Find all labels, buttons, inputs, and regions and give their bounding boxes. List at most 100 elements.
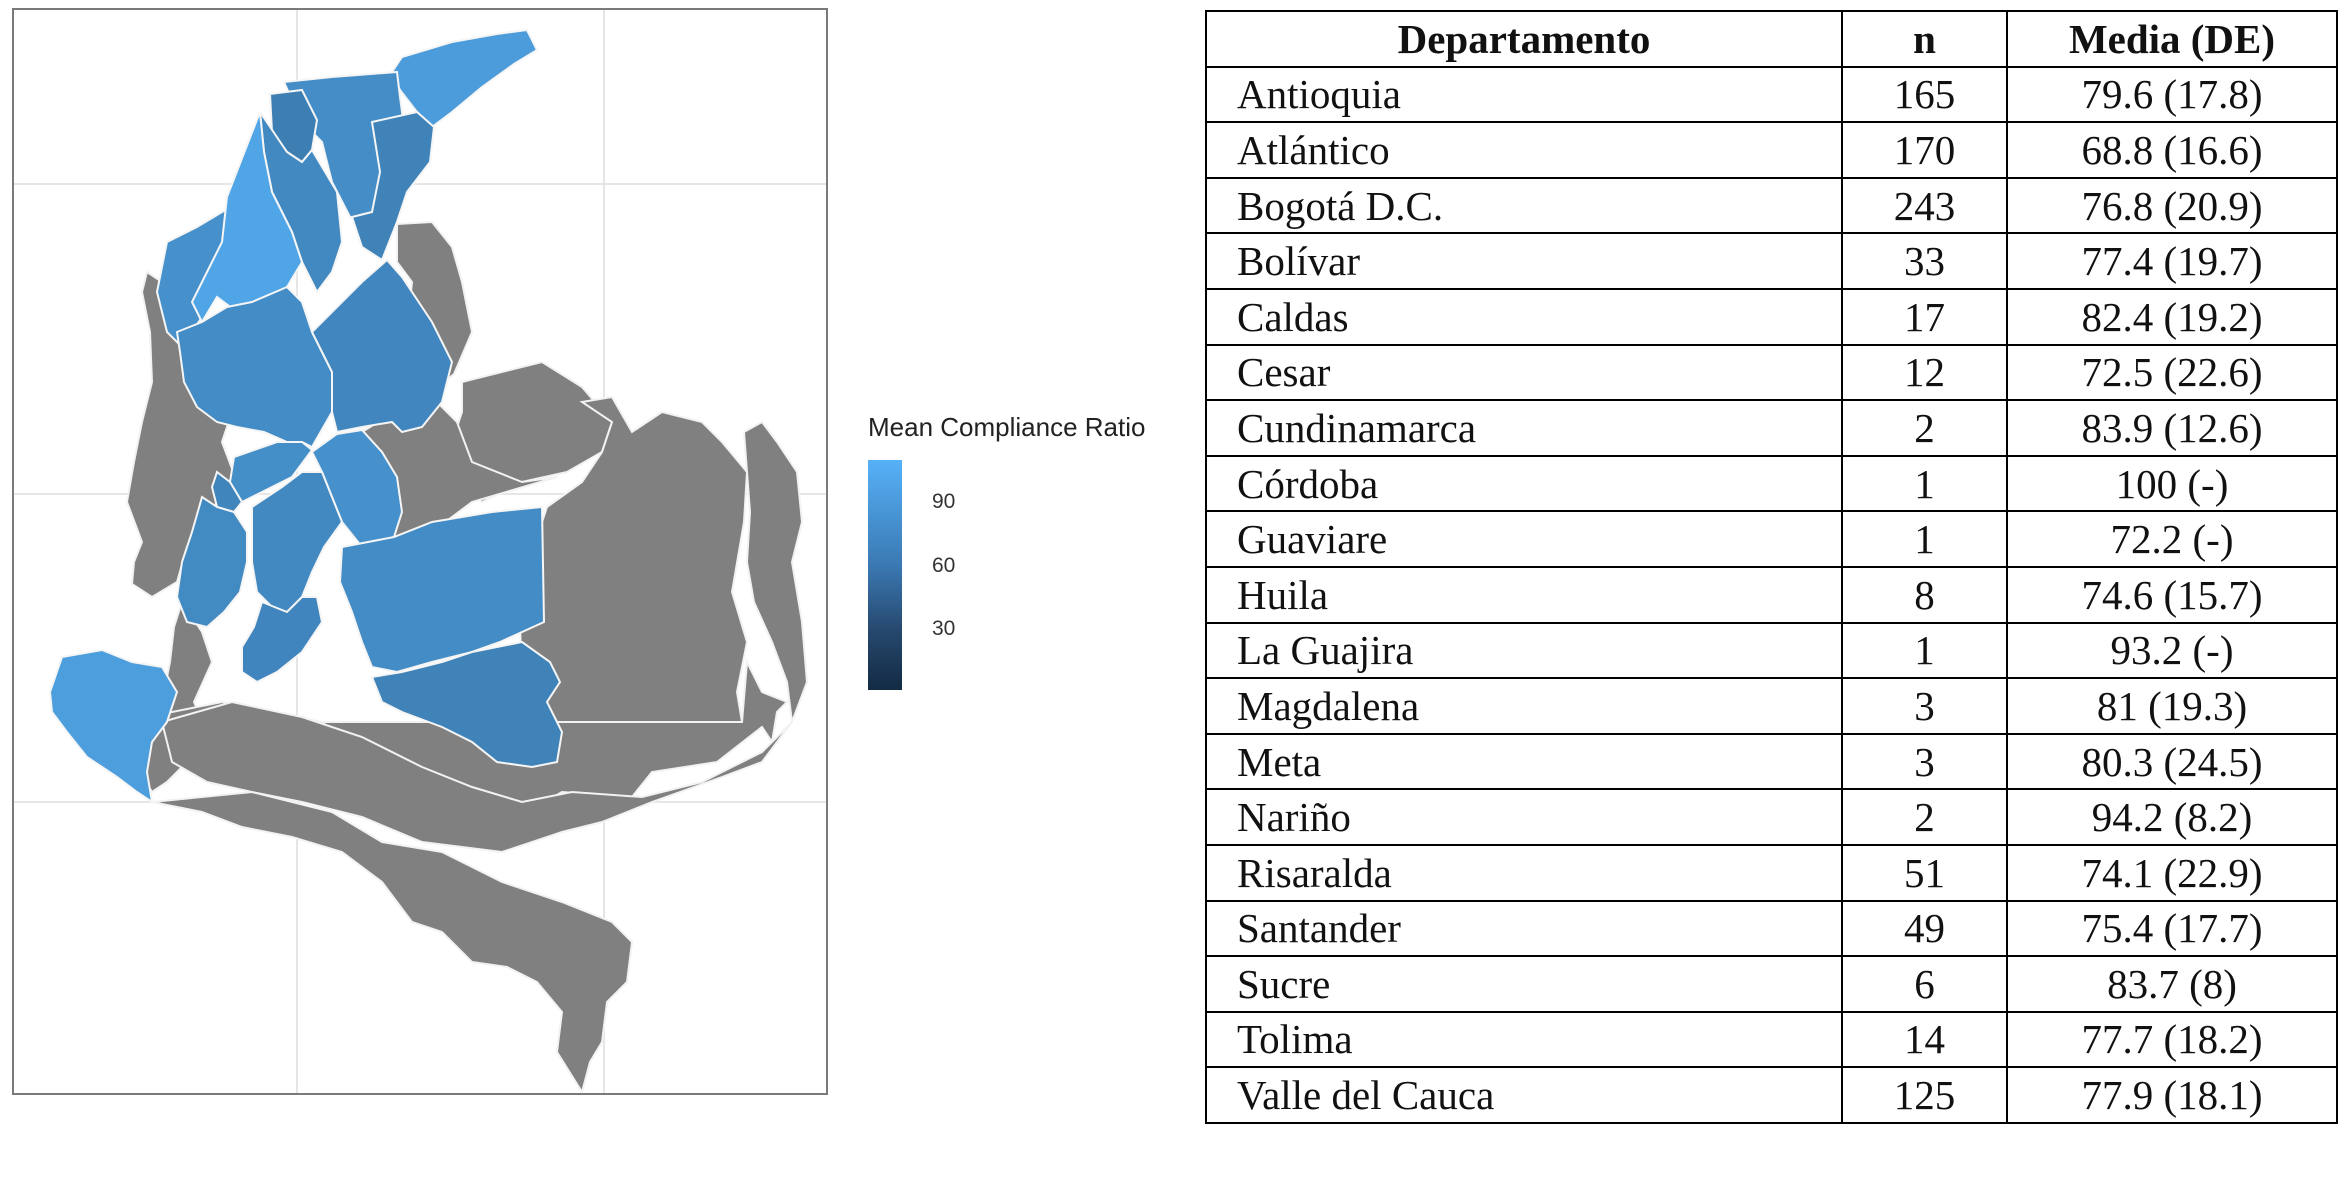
cell-departamento: Caldas bbox=[1205, 287, 1843, 346]
cell-n: 2 bbox=[1841, 788, 2008, 846]
cell-n: 1 bbox=[1841, 621, 2008, 680]
cell-n: 8 bbox=[1841, 565, 2008, 624]
table-row: Santander 49 75.4 (17.7) bbox=[1205, 899, 2338, 958]
cell-n: 17 bbox=[1841, 287, 2008, 346]
cell-media: 81 (19.3) bbox=[2006, 677, 2338, 735]
cell-departamento: Antioquia bbox=[1205, 65, 1843, 124]
cell-media: 68.8 (16.6) bbox=[2006, 121, 2338, 179]
header-departamento: Departamento bbox=[1205, 10, 1843, 68]
cell-media: 79.6 (17.8) bbox=[2006, 65, 2338, 124]
region-valle-del-cauca bbox=[175, 495, 248, 629]
cell-departamento: Córdoba bbox=[1205, 454, 1843, 513]
cell-media: 100 (-) bbox=[2006, 454, 2338, 513]
legend-tick-label: 90 bbox=[932, 490, 956, 514]
cell-departamento: Santander bbox=[1205, 899, 1843, 958]
cell-n: 243 bbox=[1841, 176, 2008, 235]
region-tolima bbox=[251, 471, 344, 614]
cell-departamento: Huila bbox=[1205, 565, 1843, 624]
cell-departamento: Cesar bbox=[1205, 343, 1843, 402]
cell-n: 170 bbox=[1841, 121, 2008, 179]
department-table: Departamento n Media (DE) Antioquia 165 79… bbox=[1205, 10, 2338, 1124]
legend-tick-label: 30 bbox=[932, 616, 956, 640]
cell-departamento: Atlántico bbox=[1205, 121, 1843, 179]
cell-n: 14 bbox=[1841, 1010, 2008, 1069]
cell-media: 75.4 (17.7) bbox=[2006, 899, 2338, 958]
legend-colorbar bbox=[868, 460, 902, 690]
legend-title: Mean Compliance Ratio bbox=[868, 412, 1146, 442]
legend-tick-label: 60 bbox=[932, 553, 956, 577]
cell-n: 6 bbox=[1841, 955, 2008, 1013]
cell-media: 72.2 (-) bbox=[2006, 510, 2338, 568]
table-row: Guaviare 1 72.2 (-) bbox=[1205, 510, 2338, 568]
region-antioquia bbox=[175, 285, 333, 449]
table-row: La Guajira 1 93.2 (-) bbox=[1205, 621, 2338, 680]
table-row: Córdoba 1 100 (-) bbox=[1205, 454, 2338, 513]
legend-tick-mark bbox=[902, 627, 910, 630]
region-guaviare bbox=[370, 640, 564, 769]
cell-media: 76.8 (20.9) bbox=[2006, 176, 2338, 235]
cell-n: 51 bbox=[1841, 843, 2008, 902]
header-n: n bbox=[1841, 10, 2008, 68]
table-row: Huila 8 74.6 (15.7) bbox=[1205, 565, 2338, 624]
table-row: Nariño 2 94.2 (8.2) bbox=[1205, 788, 2338, 846]
cell-departamento: Magdalena bbox=[1205, 677, 1843, 735]
region-cesar bbox=[350, 110, 436, 262]
legend-tick-mark bbox=[902, 564, 910, 567]
cell-media: 94.2 (8.2) bbox=[2006, 788, 2338, 846]
cell-departamento: Cundinamarca bbox=[1205, 399, 1843, 457]
table-row: Bogotá D.C. 243 76.8 (20.9) bbox=[1205, 176, 2338, 235]
cell-departamento: Valle del Cauca bbox=[1205, 1066, 1843, 1124]
cell-media: 77.9 (18.1) bbox=[2006, 1066, 2338, 1124]
header-media: Media (DE) bbox=[2006, 10, 2338, 68]
cell-n: 125 bbox=[1841, 1066, 2008, 1124]
table-row: Antioquia 165 79.6 (17.8) bbox=[1205, 65, 2338, 124]
map-panel bbox=[12, 8, 828, 1095]
cell-n: 2 bbox=[1841, 399, 2008, 457]
table-row: Risaralda 51 74.1 (22.9) bbox=[1205, 843, 2338, 902]
region-no-data bbox=[151, 790, 634, 1093]
cell-departamento: Nariño bbox=[1205, 788, 1843, 846]
cell-departamento: Risaralda bbox=[1205, 843, 1843, 902]
color-legend: Mean Compliance Ratio 90 60 30 bbox=[868, 412, 1198, 712]
cell-media: 77.4 (19.7) bbox=[2006, 232, 2338, 290]
cell-n: 49 bbox=[1841, 899, 2008, 958]
table-row: Valle del Cauca 125 77.9 (18.1) bbox=[1205, 1066, 2338, 1124]
cell-departamento: Meta bbox=[1205, 732, 1843, 791]
cell-media: 77.7 (18.2) bbox=[2006, 1010, 2338, 1069]
table-header-row: Departamento n Media (DE) bbox=[1205, 10, 2338, 68]
table-row: Tolima 14 77.7 (18.2) bbox=[1205, 1010, 2338, 1069]
region-no-data bbox=[160, 420, 809, 854]
region-no-data bbox=[518, 395, 749, 723]
cell-media: 82.4 (19.2) bbox=[2006, 287, 2338, 346]
table-row: Sucre 6 83.7 (8) bbox=[1205, 955, 2338, 1013]
cell-departamento: Guaviare bbox=[1205, 510, 1843, 568]
legend-tick-mark bbox=[902, 501, 910, 504]
cell-departamento: Bogotá D.C. bbox=[1205, 176, 1843, 235]
cell-media: 80.3 (24.5) bbox=[2006, 732, 2338, 791]
cell-media: 74.6 (15.7) bbox=[2006, 565, 2338, 624]
cell-departamento: La Guajira bbox=[1205, 621, 1843, 680]
cell-media: 83.9 (12.6) bbox=[2006, 399, 2338, 457]
cell-n: 1 bbox=[1841, 510, 2008, 568]
table-row: Meta 3 80.3 (24.5) bbox=[1205, 732, 2338, 791]
table-row: Cundinamarca 2 83.9 (12.6) bbox=[1205, 399, 2338, 457]
cell-media: 83.7 (8) bbox=[2006, 955, 2338, 1013]
cell-n: 3 bbox=[1841, 677, 2008, 735]
cell-departamento: Tolima bbox=[1205, 1010, 1843, 1069]
cell-n: 3 bbox=[1841, 732, 2008, 791]
colombia-choropleth-map bbox=[14, 10, 826, 1093]
table-row: Bolívar 33 77.4 (19.7) bbox=[1205, 232, 2338, 290]
table-row: Cesar 12 72.5 (22.6) bbox=[1205, 343, 2338, 402]
map-regions bbox=[48, 28, 809, 1093]
cell-media: 74.1 (22.9) bbox=[2006, 843, 2338, 902]
region-huila bbox=[241, 596, 324, 684]
region-santander bbox=[310, 258, 454, 434]
cell-n: 165 bbox=[1841, 65, 2008, 124]
region-narino bbox=[48, 648, 179, 805]
cell-departamento: Sucre bbox=[1205, 955, 1843, 1013]
cell-n: 33 bbox=[1841, 232, 2008, 290]
cell-departamento: Bolívar bbox=[1205, 232, 1843, 290]
cell-n: 1 bbox=[1841, 454, 2008, 513]
table-row: Magdalena 3 81 (19.3) bbox=[1205, 677, 2338, 735]
cell-media: 72.5 (22.6) bbox=[2006, 343, 2338, 402]
